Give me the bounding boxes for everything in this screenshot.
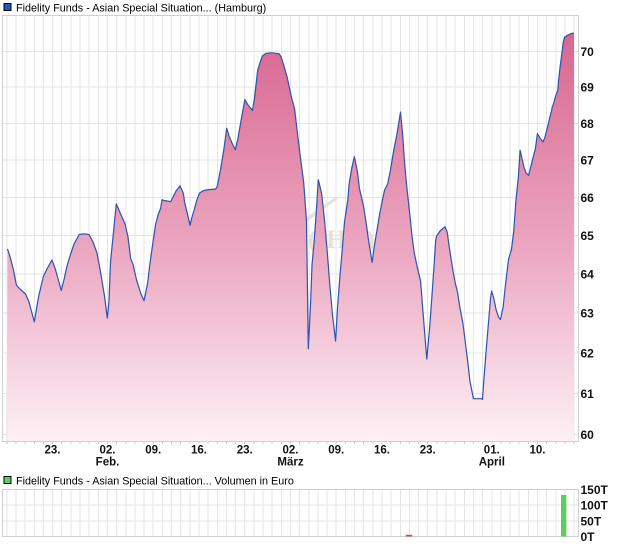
svg-text:70: 70 [581,45,595,59]
svg-text:März: März [277,457,303,469]
svg-text:Feb.: Feb. [96,457,120,469]
svg-text:65: 65 [581,229,595,243]
svg-text:Fidelity Funds - Asian Special: Fidelity Funds - Asian Special Situation… [16,3,266,15]
svg-text:): ) [366,225,375,254]
svg-text:23.: 23. [237,445,253,457]
svg-text:02.: 02. [100,445,116,457]
svg-text:69: 69 [581,81,595,95]
svg-text:09.: 09. [328,445,344,457]
svg-text:66: 66 [581,191,595,205]
svg-text:10.: 10. [530,445,546,457]
svg-text:09.: 09. [145,445,161,457]
svg-text:68: 68 [581,117,595,131]
svg-text:67: 67 [581,154,595,168]
svg-text:100T: 100T [581,499,609,513]
svg-text:50T: 50T [581,514,602,528]
svg-text:62: 62 [581,346,595,360]
svg-text:61: 61 [581,387,595,401]
svg-text:23.: 23. [420,445,436,457]
svg-text:H: H [326,225,346,254]
svg-text:150T: 150T [581,483,609,497]
svg-text:64: 64 [581,268,595,282]
svg-text:16.: 16. [191,445,207,457]
svg-text:23.: 23. [45,445,61,457]
svg-text:63: 63 [581,307,595,321]
svg-text:Fidelity Funds - Asian Special: Fidelity Funds - Asian Special Situation… [16,476,294,488]
svg-text:16.: 16. [374,445,390,457]
svg-text:02.: 02. [283,445,299,457]
svg-text:0T: 0T [581,530,596,544]
svg-text:60: 60 [581,428,595,442]
svg-text:(: ( [308,225,317,254]
svg-text:01.: 01. [484,445,500,457]
svg-text:April: April [479,457,505,469]
